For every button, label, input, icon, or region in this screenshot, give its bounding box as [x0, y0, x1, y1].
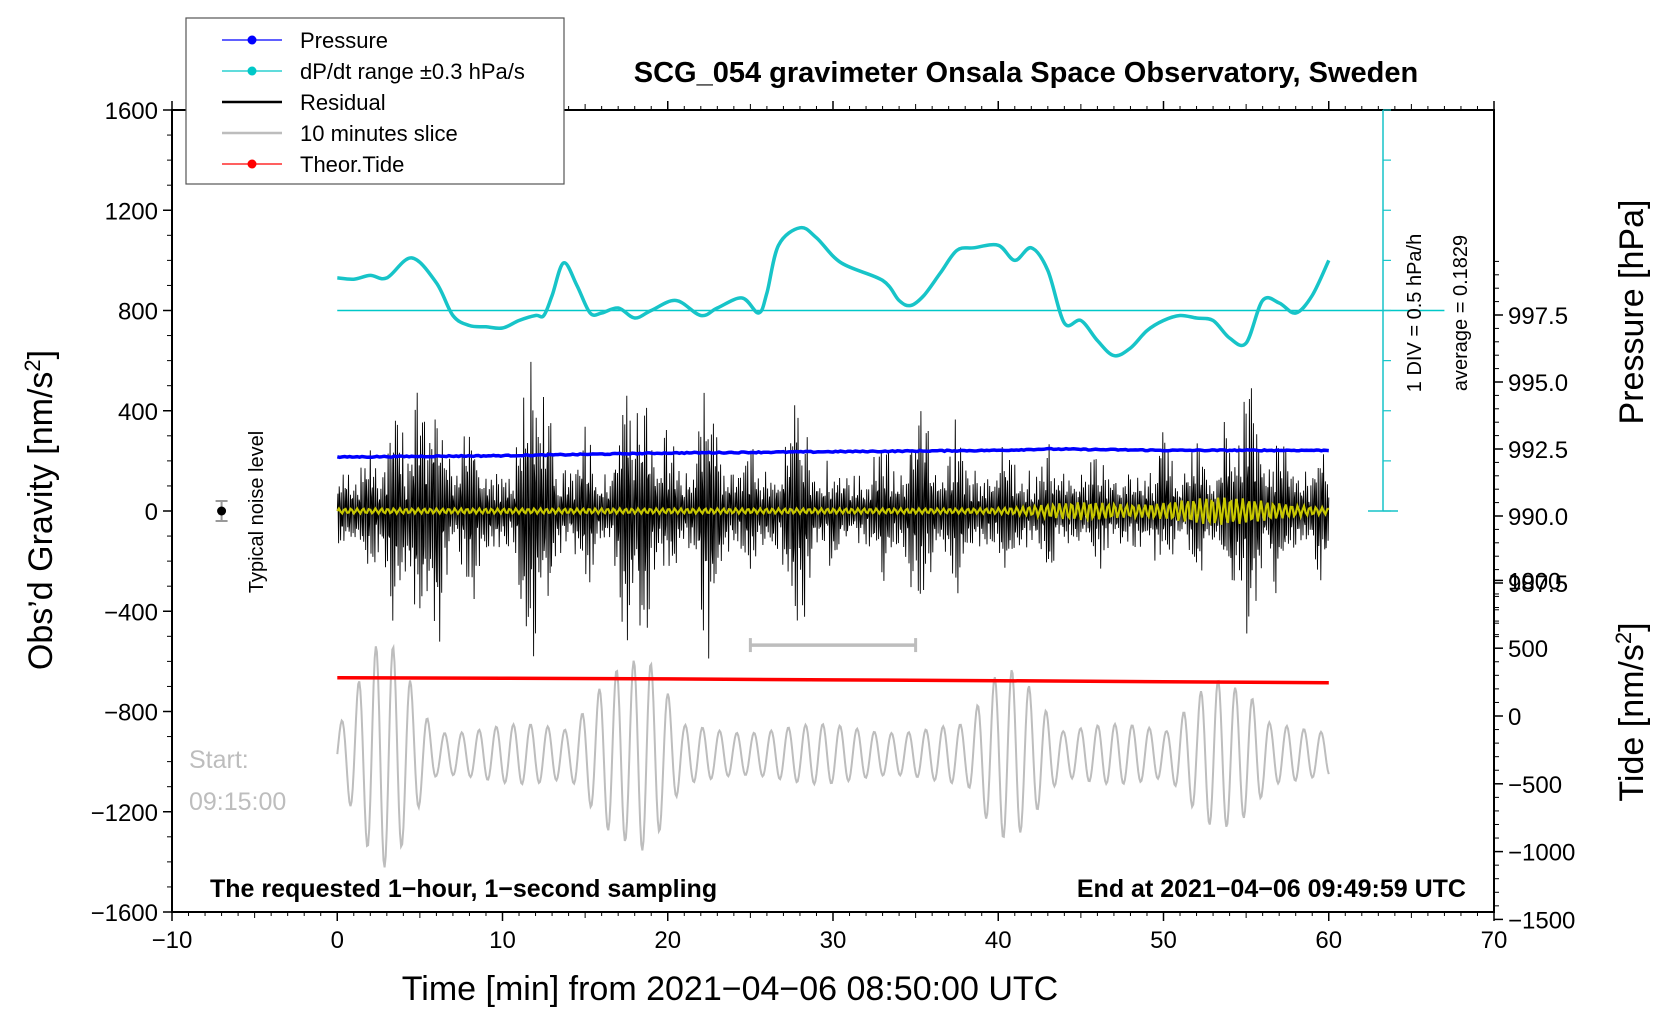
tide-axis-title: Tide [nm/s2] [1611, 622, 1651, 801]
tide-series-group [337, 675, 1329, 685]
legend-label: dP/dt range ±0.3 hPa/s [300, 59, 525, 84]
pressure-tick-label: 992.5 [1508, 437, 1568, 464]
x-tick-label: 60 [1315, 927, 1342, 954]
left-axis-title: Obs’d Gravity [nm/s2] [20, 350, 60, 670]
slice-series-group [336, 643, 1330, 868]
x-tick-label: 30 [820, 927, 847, 954]
legend-label: Pressure [300, 28, 388, 53]
x-tick-label: 70 [1481, 927, 1508, 954]
x-tick-label: 50 [1150, 927, 1177, 954]
tide-tick-label: −1500 [1508, 907, 1575, 934]
smoothed-residual-line [336, 497, 1330, 526]
y-tick-label: 400 [118, 399, 158, 426]
x-tick-label: 20 [654, 927, 681, 954]
tide-tick-label: −1000 [1508, 840, 1575, 867]
annotations-group [215, 109, 1398, 653]
x-tick-label: 40 [985, 927, 1012, 954]
tide-tick-label: −500 [1508, 772, 1562, 799]
end-time-note: End at 2021−04−06 09:49:59 UTC [1077, 875, 1466, 903]
dpdt-line [337, 225, 1331, 358]
residual-line [336, 361, 1330, 659]
y-tick-label: −1200 [91, 800, 158, 827]
tide-tick-label: 1000 [1508, 568, 1561, 595]
legend-marker [247, 35, 257, 45]
x-tick-label: −10 [152, 927, 193, 954]
smoothed-series-group [336, 497, 1330, 526]
x-tick-label: 10 [489, 927, 516, 954]
pressure-tick-label: 990.0 [1508, 504, 1568, 531]
legend-label: Theor.Tide [300, 152, 404, 177]
legend-label: 10 minutes slice [300, 121, 458, 146]
noise-level-label: Typical noise level [246, 431, 268, 593]
pressure-line [336, 446, 1329, 460]
pressure-average-label: average = 0.1829 [1450, 235, 1472, 391]
y-tick-label: −1600 [91, 900, 158, 927]
noise-dot [217, 506, 227, 516]
y-tick-label: −800 [104, 700, 158, 727]
legend-marker [247, 159, 257, 169]
y-tick-label: 800 [118, 299, 158, 326]
axes-group: −10 0 10 20 30 40 50 60 70 1600 1200 800 400 0 −400 −80… [91, 98, 1576, 954]
x-axis-title: Time [min] from 2021−04−06 08:50:00 UTC [402, 970, 1058, 1008]
pressure-div-label: 1 DIV = 0.5 hPa/h [1404, 234, 1426, 392]
start-time: 09:15:00 [189, 788, 286, 816]
tide-tick-label: 0 [1508, 704, 1521, 731]
pressure-series-group [336, 309, 1445, 460]
pressure-axis-title: Pressure [hPa] [1613, 200, 1651, 425]
slice-line [336, 643, 1330, 868]
legend: Pressure dP/dt range ±0.3 hPa/s Residual 10… [185, 17, 565, 185]
y-tick-label: 1200 [105, 198, 158, 225]
legend-marker [247, 66, 257, 76]
tide-tick-label: 500 [1508, 636, 1548, 663]
start-label: Start: [189, 746, 249, 774]
y-tick-label: 0 [145, 499, 158, 526]
chart-title: SCG_054 gravimeter Onsala Space Observat… [634, 57, 1418, 89]
y-tick-label: 1600 [105, 98, 158, 125]
x-tick-label: 0 [331, 927, 344, 954]
y-tick-label: −400 [104, 599, 158, 626]
legend-label: Residual [300, 90, 386, 115]
pressure-tick-label: 997.5 [1508, 303, 1568, 330]
pressure-tick-label: 995.0 [1508, 370, 1568, 397]
dpdt-series-group [337, 225, 1331, 358]
tide-line [337, 675, 1329, 685]
residual-series-group [336, 361, 1330, 659]
sampling-note: The requested 1−hour, 1−second sampling [210, 875, 717, 903]
pressure-tick-label: 987.5 [1508, 571, 1568, 598]
